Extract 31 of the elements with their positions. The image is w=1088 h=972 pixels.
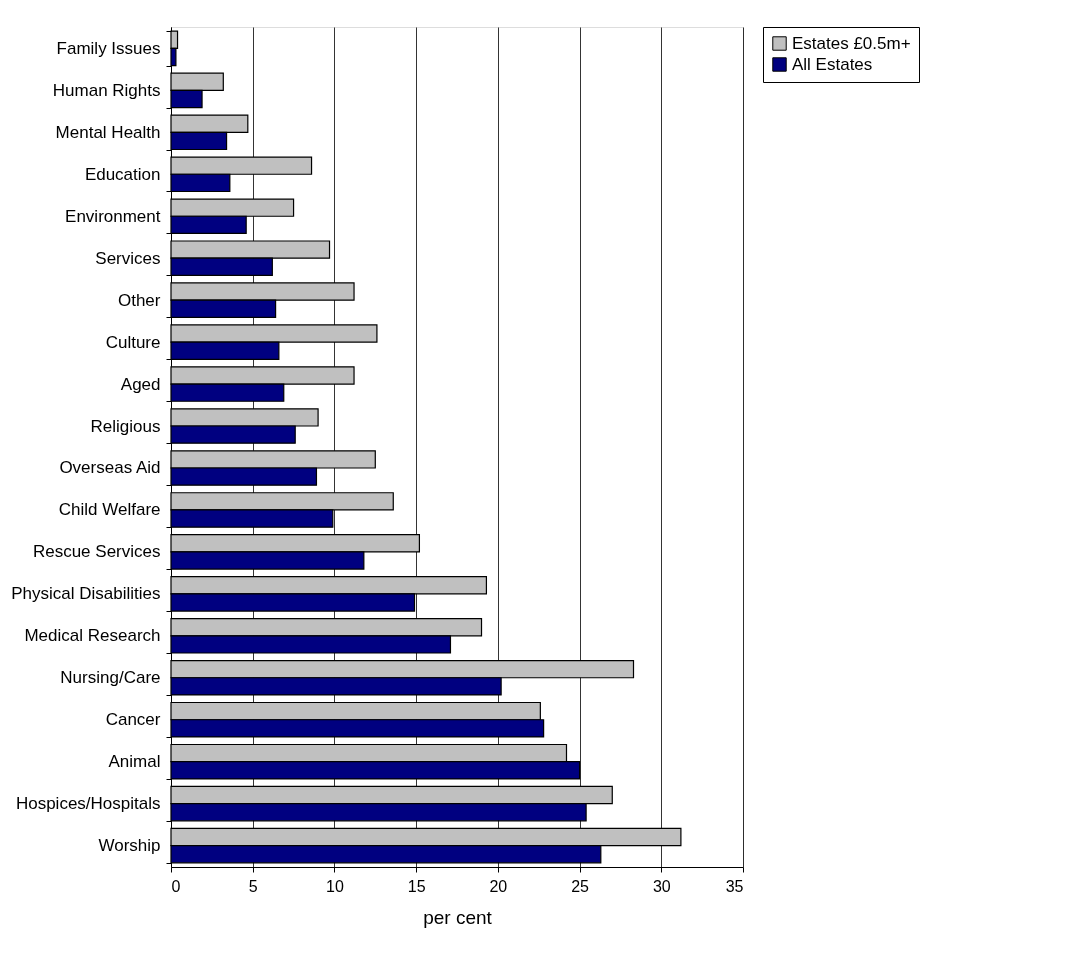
y-tick-label: Services <box>95 248 161 268</box>
y-tick-label: Hospices/Hospitals <box>15 794 161 814</box>
y-tick-label: Medical Research <box>24 626 161 646</box>
x-tick-label: 35 <box>725 877 744 895</box>
y-tick-label: Human Rights <box>52 80 161 100</box>
y-tick-label: Child Welfare <box>58 500 161 520</box>
legend-label: Estates £0.5m+ <box>792 33 911 53</box>
x-tick-label: 0 <box>171 877 181 895</box>
y-tick-label: Religious <box>90 416 161 436</box>
y-tick-label: Rescue Services <box>32 542 161 562</box>
y-tick-label: Mental Health <box>55 122 161 142</box>
y-tick-label: Nursing/Care <box>60 668 161 688</box>
y-tick-label: Cancer <box>105 710 161 730</box>
y-tick-label: Worship <box>98 836 161 856</box>
x-tick-label: 20 <box>489 877 508 895</box>
y-tick-label: Education <box>84 164 161 184</box>
y-tick-label: Overseas Aid <box>59 458 161 478</box>
y-tick-label: Aged <box>120 374 161 394</box>
legend-label: All Estates <box>792 54 873 74</box>
x-axis-title: per cent <box>423 906 493 928</box>
y-tick-label: Other <box>117 290 161 310</box>
y-tick-label: Animal <box>108 752 161 772</box>
y-tick-label: Culture <box>105 332 161 352</box>
x-tick-label: 5 <box>248 877 258 895</box>
x-tick-label: 30 <box>652 877 671 895</box>
y-tick-label: Physical Disabilities <box>11 584 161 604</box>
x-tick-label: 15 <box>407 877 426 895</box>
y-tick-label: Family Issues <box>56 38 161 58</box>
x-tick-label: 25 <box>571 877 590 895</box>
x-tick-label: 10 <box>326 877 344 895</box>
y-tick-label: Environment <box>65 206 161 226</box>
